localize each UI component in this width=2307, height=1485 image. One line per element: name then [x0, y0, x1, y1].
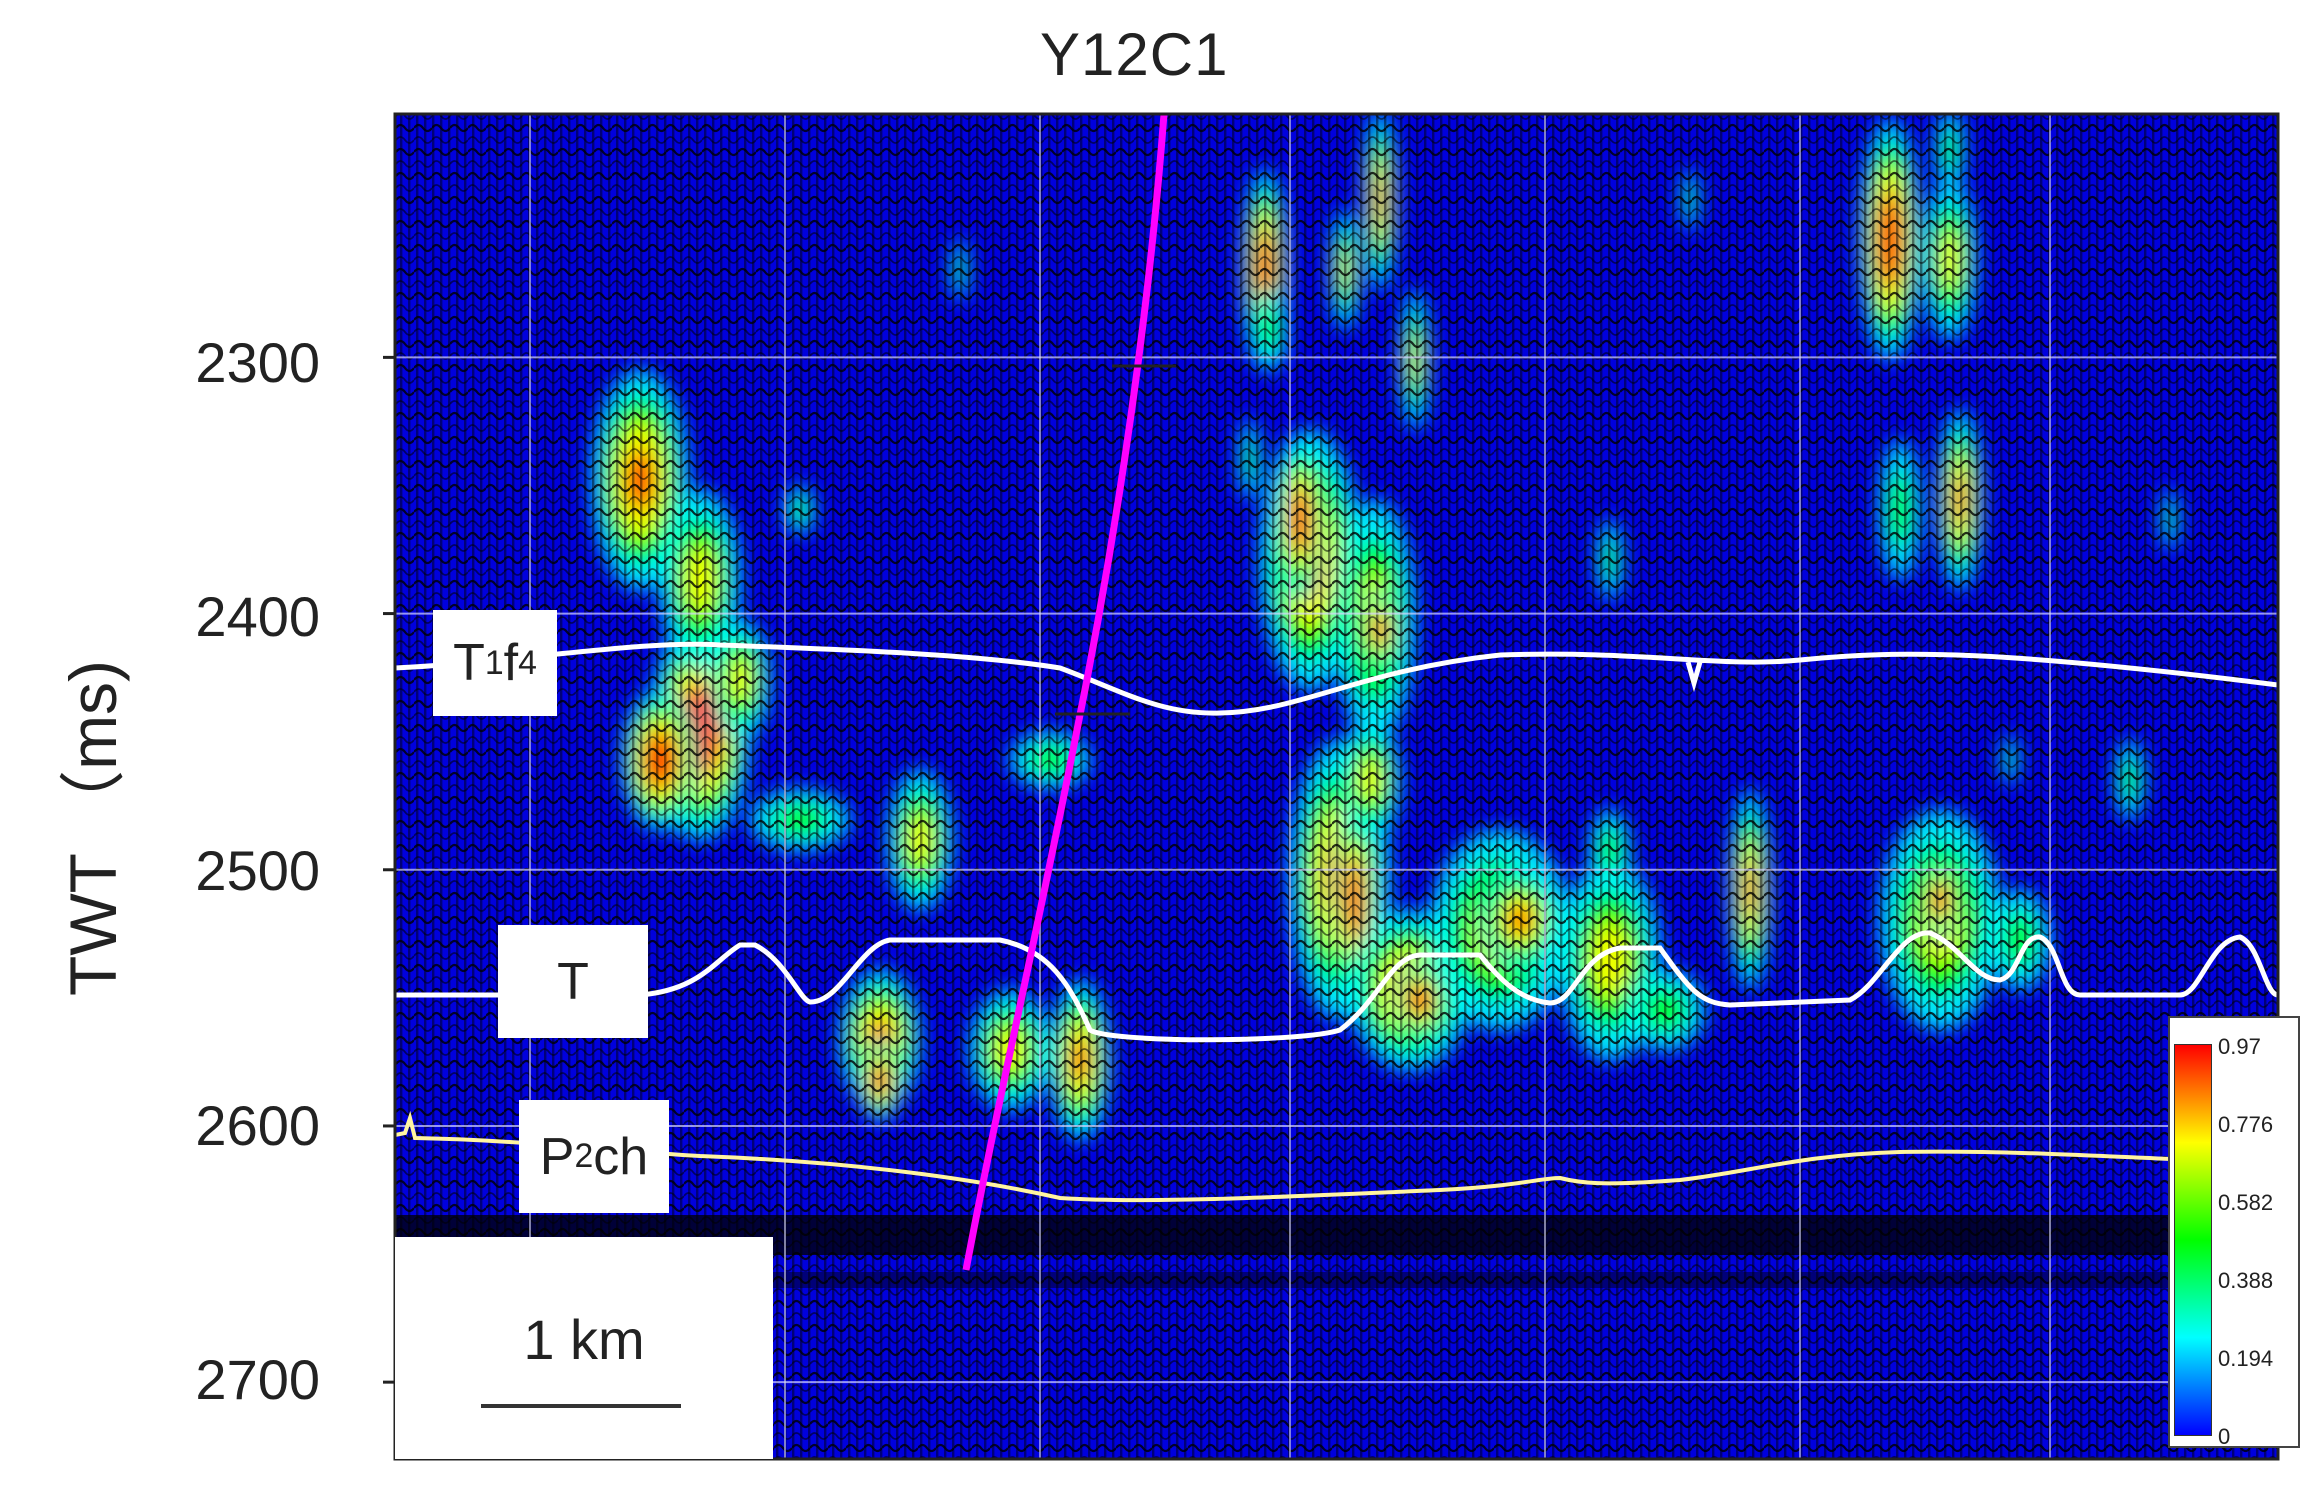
- colorbar-tick-0388: 0.388: [2218, 1268, 2274, 1293]
- horizon-label-p2ch: P 2 ch: [519, 1100, 669, 1213]
- y-tick-2700: 2700: [195, 1348, 320, 1411]
- horizon-line-p2ch: [395, 1110, 2278, 1203]
- label-p2ch-tail: ch: [593, 1127, 649, 1186]
- label-p2ch-main: P: [539, 1127, 575, 1186]
- y-tick-2600: 2600: [195, 1094, 320, 1157]
- label-t1f4-sub: 1: [484, 643, 504, 682]
- label-t1f4-sup: 4: [518, 643, 537, 682]
- scale-bar-line: [481, 1404, 681, 1408]
- grid-lines: [395, 114, 2278, 1459]
- y-axis-ticks: [383, 355, 395, 1384]
- label-t-main: T: [557, 952, 589, 1011]
- plot-frame: [393, 112, 2280, 1461]
- colorbar-tick-0: 0: [2218, 1424, 2231, 1449]
- y-tick-2400: 2400: [195, 585, 320, 648]
- well-marker-ticks: [1055, 364, 1176, 716]
- horizon-line-t1f4: [395, 641, 2278, 716]
- label-p2ch-sub: 2: [574, 1137, 594, 1175]
- colorbar-tick-0776: 0.776: [2218, 1112, 2274, 1137]
- y-axis-label: TWT （ms): [56, 659, 130, 996]
- colorbar: 0.97 0.776 0.582 0.388 0.194 0: [2168, 1016, 2300, 1449]
- horizon-label-t: T: [498, 925, 648, 1038]
- colorbar-gradient: [2174, 1044, 2212, 1436]
- scale-bar-box: 1 km: [395, 1237, 773, 1459]
- y-tick-2300: 2300: [195, 331, 320, 394]
- y-tick-2500: 2500: [195, 839, 320, 902]
- plot-area: [395, 114, 2278, 1459]
- colorbar-tick-097: 0.97: [2218, 1034, 2261, 1059]
- well-name-title: Y12C1: [1040, 21, 1229, 88]
- horizon-line-t: [395, 930, 2278, 1043]
- well-trajectory: [962, 114, 1168, 1271]
- label-t1f4-tail: f: [503, 634, 519, 692]
- colorbar-tick-0582: 0.582: [2218, 1190, 2274, 1215]
- colorbar-tick-0194: 0.194: [2218, 1346, 2274, 1371]
- label-t1f4-main: T: [453, 634, 485, 692]
- scale-bar-label: 1 km: [523, 1308, 645, 1371]
